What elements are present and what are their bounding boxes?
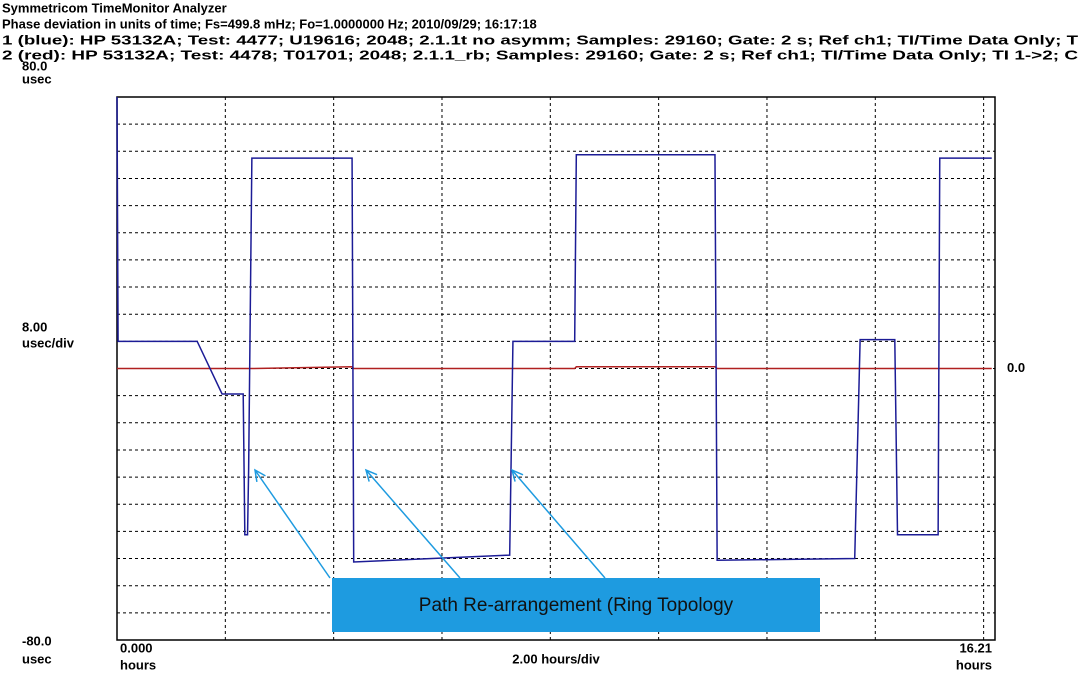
arrow-head [510, 468, 524, 482]
arrow [365, 469, 461, 579]
annotation-box [332, 578, 820, 632]
series-line [117, 366, 992, 370]
x-unit: hours [956, 657, 992, 672]
y-unit: usec [22, 71, 52, 86]
annotation: Path Re-arrangement (Ring Topology [419, 595, 734, 616]
header-line: 2 (red): HP 53132A; Test: 4478; T01701; … [2, 47, 1079, 62]
y-scale: 8.00 [22, 319, 47, 334]
arrow-head [364, 468, 378, 482]
arrow [254, 469, 331, 579]
y-tick-label: 80.0 [22, 58, 47, 73]
x-tick-label: 16.21 [959, 640, 992, 655]
x-unit: hours [120, 657, 156, 672]
chart-title: Symmetricom TimeMonitor Analyzer [2, 0, 227, 15]
header-line: 1 (blue): HP 53132A; Test: 4477; U19616;… [2, 32, 1078, 47]
x-scale: 2.00 hours/div [512, 651, 600, 666]
x-tick-label: 0.000 [120, 640, 153, 655]
y-tick-label: -80.0 [22, 633, 52, 648]
arrow [511, 469, 606, 579]
arrow-head [254, 468, 266, 482]
y-unit: usec [22, 651, 52, 666]
series-line [116, 96, 992, 563]
y-scale-unit: usec/div [22, 335, 75, 350]
chart-subtitle: Phase deviation in units of time; Fs=499… [2, 16, 537, 31]
ref-label: 0.0 [1007, 360, 1025, 375]
